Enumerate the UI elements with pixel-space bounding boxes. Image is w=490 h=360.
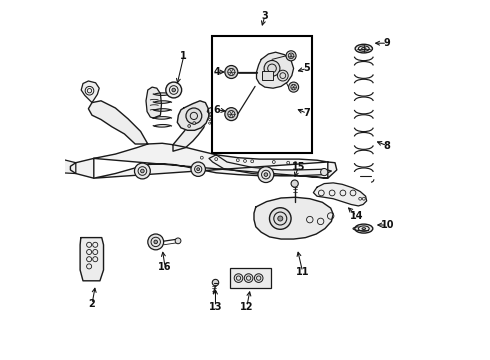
Circle shape bbox=[197, 168, 199, 171]
Text: 13: 13 bbox=[209, 302, 222, 312]
Polygon shape bbox=[52, 159, 76, 174]
Bar bbox=[212, 36, 312, 153]
Text: 11: 11 bbox=[296, 267, 309, 277]
Circle shape bbox=[270, 208, 291, 229]
Text: 14: 14 bbox=[350, 211, 364, 221]
Ellipse shape bbox=[362, 228, 366, 230]
Circle shape bbox=[191, 162, 205, 176]
Circle shape bbox=[278, 216, 283, 221]
Circle shape bbox=[134, 163, 150, 179]
Circle shape bbox=[186, 108, 202, 124]
Polygon shape bbox=[94, 143, 328, 178]
Circle shape bbox=[172, 88, 175, 92]
Bar bbox=[262, 71, 273, 80]
Polygon shape bbox=[80, 238, 103, 281]
Bar bbox=[230, 268, 271, 288]
Polygon shape bbox=[173, 115, 206, 151]
Circle shape bbox=[289, 82, 298, 92]
Circle shape bbox=[264, 173, 268, 176]
Circle shape bbox=[234, 274, 243, 282]
Circle shape bbox=[141, 169, 144, 173]
Circle shape bbox=[148, 234, 164, 250]
Circle shape bbox=[277, 70, 288, 81]
Circle shape bbox=[212, 279, 219, 286]
Ellipse shape bbox=[355, 224, 373, 233]
Polygon shape bbox=[81, 81, 99, 103]
Circle shape bbox=[154, 240, 157, 244]
Polygon shape bbox=[314, 183, 367, 206]
Text: 10: 10 bbox=[380, 220, 394, 230]
Polygon shape bbox=[209, 155, 331, 176]
Text: 4: 4 bbox=[214, 67, 220, 77]
Text: 1: 1 bbox=[180, 51, 187, 61]
Text: 5: 5 bbox=[303, 63, 310, 73]
Text: 8: 8 bbox=[384, 141, 391, 151]
Circle shape bbox=[258, 167, 274, 183]
Circle shape bbox=[175, 238, 181, 244]
Polygon shape bbox=[254, 197, 333, 239]
Polygon shape bbox=[177, 101, 209, 130]
Polygon shape bbox=[257, 52, 294, 88]
Circle shape bbox=[254, 274, 263, 282]
Polygon shape bbox=[207, 107, 213, 113]
Polygon shape bbox=[71, 158, 94, 178]
Text: 3: 3 bbox=[262, 11, 268, 21]
Circle shape bbox=[225, 108, 238, 121]
Circle shape bbox=[225, 66, 238, 78]
Circle shape bbox=[193, 122, 196, 125]
Ellipse shape bbox=[362, 48, 366, 50]
Text: 9: 9 bbox=[384, 38, 391, 48]
Circle shape bbox=[291, 180, 298, 187]
Text: 6: 6 bbox=[214, 105, 220, 115]
Circle shape bbox=[188, 125, 191, 127]
Text: 16: 16 bbox=[158, 262, 172, 272]
Circle shape bbox=[264, 60, 280, 76]
Ellipse shape bbox=[355, 44, 372, 53]
Circle shape bbox=[286, 51, 296, 61]
Text: 7: 7 bbox=[303, 108, 310, 118]
Polygon shape bbox=[328, 162, 337, 178]
Text: 12: 12 bbox=[240, 302, 253, 312]
Polygon shape bbox=[88, 101, 148, 144]
Text: 2: 2 bbox=[89, 299, 96, 309]
Polygon shape bbox=[146, 87, 162, 118]
Circle shape bbox=[166, 82, 182, 98]
Circle shape bbox=[245, 274, 253, 282]
Circle shape bbox=[320, 168, 328, 176]
Text: 15: 15 bbox=[292, 162, 305, 172]
